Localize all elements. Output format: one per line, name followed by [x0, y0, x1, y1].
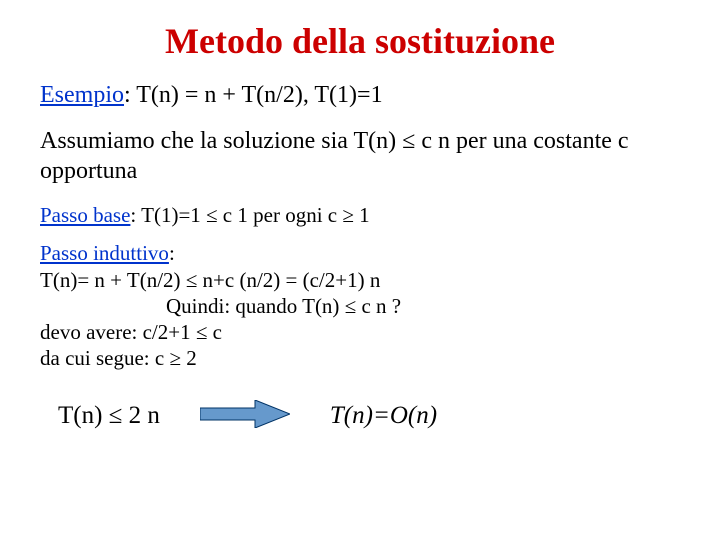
- base-case-text: : T(1)=1 ≤ c 1 per ogni c ≥ 1: [130, 203, 369, 227]
- inductive-line-3: devo avere: c/2+1 ≤ c: [40, 320, 222, 344]
- inductive-label: Passo induttivo: [40, 241, 169, 265]
- inductive-line-2: Quindi: quando T(n) ≤ c n ?: [40, 294, 401, 318]
- slide-title: Metodo della sostituzione: [40, 20, 680, 62]
- arrow-icon: [200, 400, 290, 433]
- example-line: Esempio: T(n) = n + T(n/2), T(1)=1: [40, 80, 680, 110]
- conclusion-left: T(n) ≤ 2 n: [58, 402, 160, 430]
- inductive-line-4: da cui segue: c ≥ 2: [40, 346, 197, 370]
- inductive-step-block: Passo induttivo: T(n)= n + T(n/2) ≤ n+c …: [40, 240, 680, 371]
- assumption-line: Assumiamo che la soluzione sia T(n) ≤ c …: [40, 126, 680, 186]
- conclusion-right: T(n)=O(n): [330, 402, 437, 430]
- base-case-line: Passo base: T(1)=1 ≤ c 1 per ogni c ≥ 1: [40, 202, 680, 228]
- example-text: : T(n) = n + T(n/2), T(1)=1: [124, 82, 383, 108]
- inductive-line-1: T(n)= n + T(n/2) ≤ n+c (n/2) = (c/2+1) n: [40, 268, 380, 292]
- base-case-label: Passo base: [40, 203, 130, 227]
- example-label: Esempio: [40, 82, 124, 108]
- conclusion-row: T(n) ≤ 2 n T(n)=O(n): [40, 400, 680, 433]
